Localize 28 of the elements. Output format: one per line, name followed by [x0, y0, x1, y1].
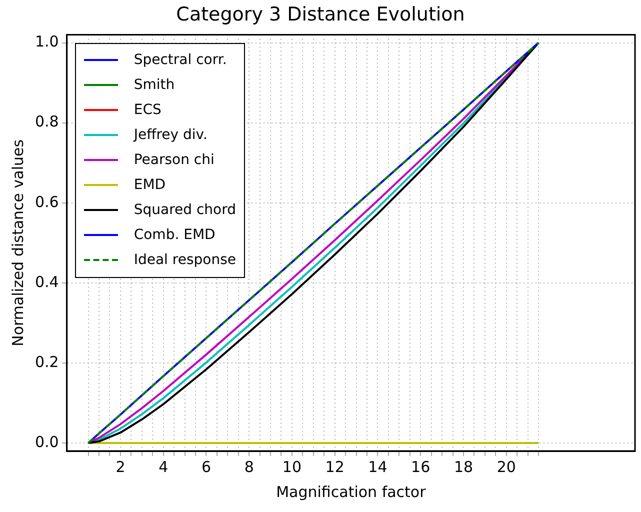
legend-label: Smith: [134, 77, 175, 94]
y-axis-title: Normalized distance values: [8, 139, 27, 346]
x-tick-label: 4: [158, 458, 168, 476]
y-tick-label: 0.0: [34, 432, 59, 451]
legend-label: Ideal response: [134, 252, 236, 268]
legend-label: Jeffrey div.: [134, 127, 208, 144]
x-tick-label: 8: [244, 458, 254, 476]
x-tick-label: 16: [411, 458, 430, 476]
chart-title: Category 3 Distance Evolution: [176, 3, 465, 26]
legend-label: Comb. EMD: [134, 227, 216, 244]
x-tick-label: 6: [201, 458, 211, 476]
y-tick-label: 0.8: [34, 112, 59, 131]
legend-label: Spectral corr.: [134, 52, 227, 68]
y-tick-label: 0.6: [34, 192, 59, 211]
legend-label: Squared chord: [134, 202, 236, 218]
x-tick-label: 20: [496, 458, 516, 476]
y-tick-label: 0.2: [34, 352, 59, 371]
x-axis-title: Magnification factor: [276, 482, 427, 501]
y-tick-label: 1.0: [34, 32, 59, 51]
x-tick-label: 12: [325, 458, 344, 476]
x-tick-label: 14: [368, 458, 388, 476]
x-tick-label: 2: [116, 458, 126, 476]
y-tick-label: 0.4: [34, 272, 59, 291]
x-tick-label: 18: [454, 458, 474, 476]
legend-label: Pearson chi: [134, 152, 214, 168]
legend-label: ECS: [134, 102, 162, 118]
legend-label: EMD: [134, 177, 166, 194]
x-tick-label: 10: [282, 458, 302, 476]
